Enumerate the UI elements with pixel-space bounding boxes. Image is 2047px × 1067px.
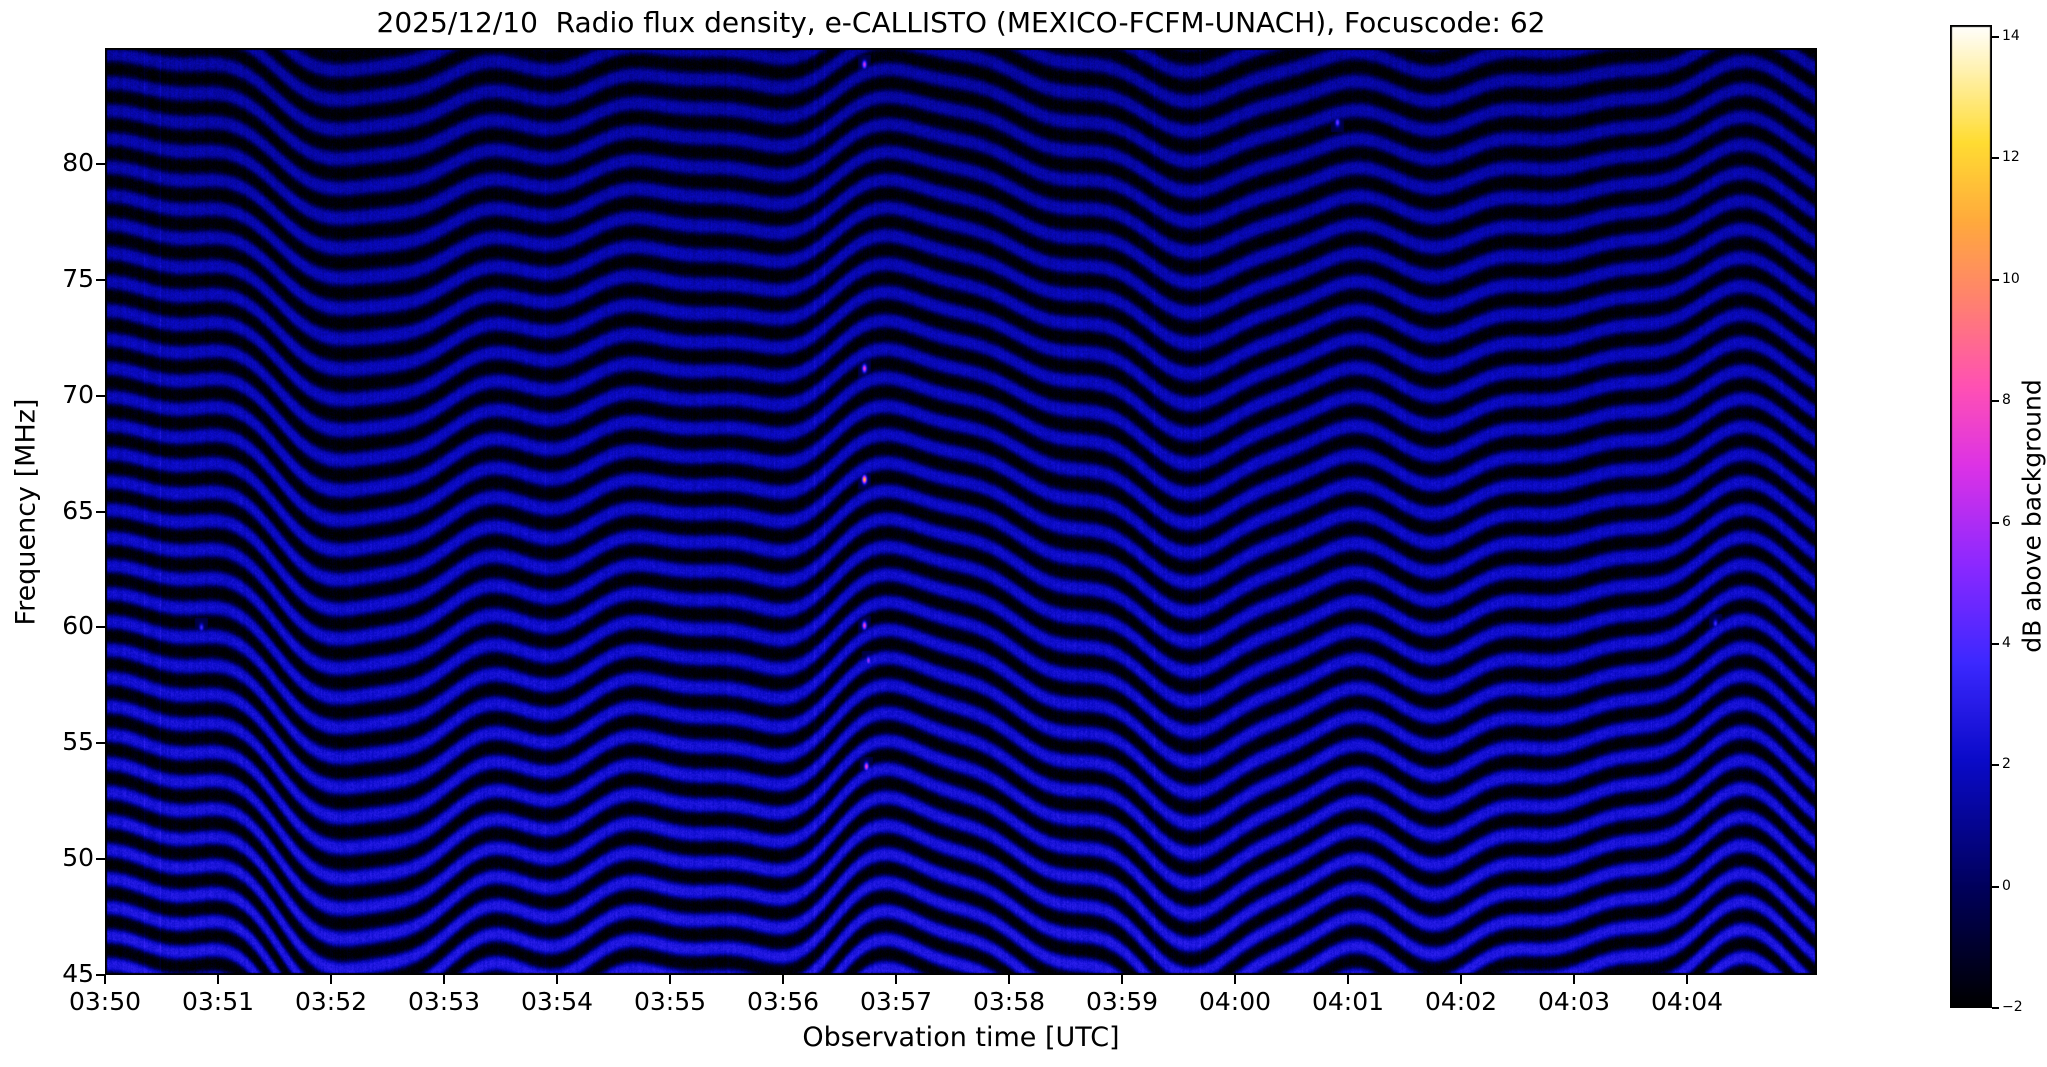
y-tick-label: 45 [62, 959, 94, 988]
y-tick-mark [96, 510, 105, 513]
x-tick-mark [1121, 975, 1124, 984]
y-tick-label: 75 [62, 263, 94, 293]
spectrogram-heatmap [105, 48, 1817, 975]
x-tick-label: 03:55 [633, 987, 707, 1016]
x-tick-mark [1686, 975, 1689, 984]
x-tick-label: 03:50 [68, 987, 142, 1016]
x-tick-label: 04:00 [1199, 987, 1272, 1016]
colorbar-tick-label: 10 [2002, 270, 2020, 287]
y-tick-label: 60 [62, 611, 94, 641]
x-tick-mark [1460, 975, 1463, 984]
colorbar-tick-mark [1992, 642, 1999, 645]
x-tick-mark [1008, 975, 1011, 984]
y-tick-mark [96, 858, 105, 861]
y-tick-mark [96, 626, 105, 629]
x-tick-label: 04:01 [1312, 987, 1385, 1016]
x-tick-label: 03:52 [294, 987, 368, 1016]
colorbar-tick-mark [1992, 400, 1999, 403]
x-tick-mark [556, 975, 558, 984]
colorbar [1950, 25, 1992, 1008]
x-tick-mark [443, 975, 445, 984]
colorbar-tick-mark [1992, 521, 1999, 524]
x-tick-mark [669, 975, 672, 984]
y-axis-label: Frequency [MHz] [10, 398, 42, 626]
colorbar-tick-label: 4 [2002, 634, 2011, 651]
y-tick-mark [96, 974, 105, 976]
colorbar-tick-label: 8 [2002, 392, 2011, 409]
y-tick-mark [96, 742, 105, 745]
y-tick-mark [96, 278, 105, 281]
colorbar-tick-label: 2 [2002, 756, 2011, 773]
y-tick-label: 80 [62, 147, 94, 177]
x-tick-mark [217, 975, 219, 984]
colorbar-tick-mark [1992, 1007, 1999, 1009]
y-tick-label: 65 [62, 495, 94, 525]
x-tick-label: 04:04 [1651, 987, 1724, 1016]
x-tick-label: 03:54 [520, 987, 594, 1016]
x-tick-label: 03:56 [746, 987, 820, 1016]
colorbar-tick-mark [1992, 885, 1999, 888]
colorbar-tick-label: 6 [2002, 513, 2011, 530]
x-tick-label: 03:57 [859, 987, 933, 1016]
x-tick-mark [782, 975, 785, 984]
x-tick-mark [895, 975, 898, 984]
x-tick-mark [104, 975, 106, 984]
x-axis-label: Observation time [UTC] [802, 1022, 1120, 1053]
x-tick-label: 04:03 [1538, 987, 1611, 1016]
colorbar-tick-label: −2 [2002, 999, 2023, 1015]
x-tick-mark [330, 975, 332, 984]
y-tick-label: 55 [62, 727, 94, 757]
y-tick-mark [96, 162, 105, 165]
x-tick-mark [1234, 975, 1237, 984]
x-tick-label: 04:02 [1425, 987, 1498, 1016]
colorbar-tick-mark [1992, 157, 1999, 160]
colorbar-tick-label: 12 [2002, 149, 2020, 166]
x-tick-label: 03:53 [407, 987, 481, 1016]
x-tick-label: 03:58 [972, 987, 1046, 1016]
y-tick-label: 70 [62, 379, 94, 409]
colorbar-tick-mark [1992, 764, 1999, 767]
x-tick-label: 03:59 [1085, 987, 1159, 1016]
chart-title: 2025/12/10 Radio flux density, e-CALLIST… [376, 6, 1546, 39]
colorbar-tick-mark [1992, 36, 1999, 39]
x-tick-label: 03:51 [181, 987, 255, 1016]
y-tick-label: 50 [62, 843, 94, 873]
colorbar-tick-label: 0 [2002, 877, 2011, 894]
y-tick-mark [96, 394, 105, 397]
colorbar-tick-label: 14 [2002, 28, 2020, 45]
x-tick-mark [1573, 975, 1576, 984]
x-tick-mark [1347, 975, 1350, 984]
colorbar-tick-mark [1992, 278, 1999, 281]
